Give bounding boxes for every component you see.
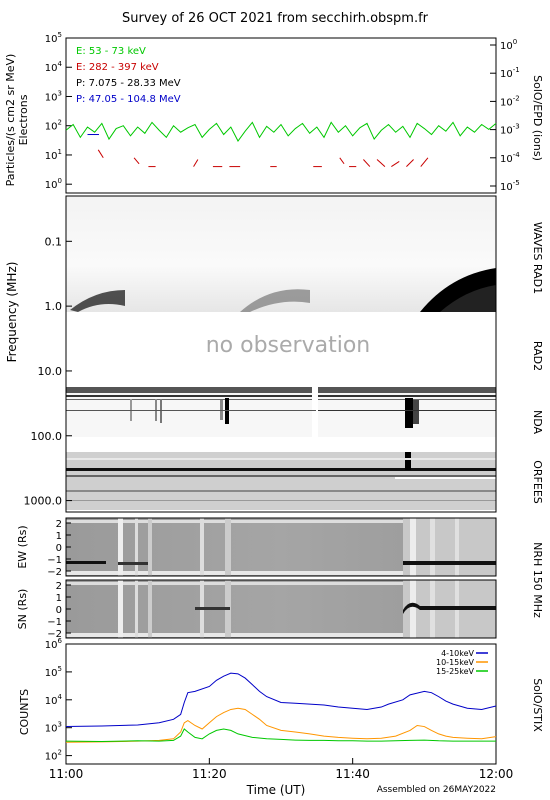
nrh-ew-ticks-label-2: 0 [56,543,62,554]
epd-right-tick-label-4: 10-1 [500,66,520,80]
epd-series-e-high-seg-1 [133,157,140,165]
epd-tick-label-4: 104 [45,60,63,74]
epd-right-tick-label-0: 10-5 [500,179,520,193]
epd-right-label: SolO/EPD (ions) [531,75,544,161]
epd-ylabel: Particles/(s cm2 sr MeV) [4,54,17,187]
nrh-ew-ticks-label-0: 2 [56,519,62,530]
radio-tick-label-4: 1000.0 [24,495,63,508]
figure-title: Survey of 26 OCT 2021 from secchirh.obsp… [122,11,429,26]
time-tick-label-1: 11:20 [192,767,227,781]
radio-tick-label-2: 10.0 [38,365,63,378]
epd-tick-label-2: 102 [45,119,62,133]
label-rad2: RAD2 [531,341,544,371]
stix-series-1 [65,707,497,743]
epd-series-e-high-seg-3 [193,159,199,167]
label-waves-rad1: WAVES RAD1 [531,222,544,294]
epd-series [65,121,497,168]
nrh-sn-ticks-label-2: 0 [56,605,62,616]
stix-tick-label-4: 106 [45,637,63,651]
epd-ylabel-electrons: Electrons [17,94,30,145]
epd-legend-p-low: P: 7.075 - 28.33 MeV [76,78,181,89]
epd-series-e-high-seg-8 [339,157,345,165]
nrh-sn-ticks-label-1: 1 [56,593,62,604]
nrh-sn-ticks: 210−1−2 [47,581,71,640]
epd-right-tick-label-2: 10-3 [500,123,520,137]
epd-tick-label-1: 101 [45,148,62,162]
nrh-ew-ticks-label-3: −1 [47,555,62,566]
stix-legend-15-25: 15-25keV [436,667,475,676]
epd-tick-label-3: 103 [45,89,62,103]
nrh-ew-ticks-label-4: −2 [47,567,62,578]
stix-tick-label-1: 103 [45,721,62,735]
orfees-spectrogram [66,452,496,510]
nrh-sn-ticks-label-0: 2 [56,581,62,592]
rad1-feature-2 [240,289,310,312]
stix-tick-label-2: 104 [45,693,63,707]
stix-ylabel: COUNTS [18,689,31,735]
stix-series-0 [65,672,497,728]
epd-series-e-low [65,121,497,142]
epd-legend-e-high: E: 282 - 397 keV [76,62,159,73]
epd-right-tick-label-3: 10-2 [500,94,520,108]
label-nda: NDA [531,410,544,435]
stix-ticks: 102 103 104 105 106 [45,637,72,763]
epd-legend-e-low: E: 53 - 73 keV [76,46,146,57]
assembled-note: Assembled on 26MAY2022 [377,785,496,795]
radio-ylabel: Frequency (MHz) [5,262,19,363]
rad1-feature-1 [70,290,125,312]
stix-tick-label-3: 105 [45,665,62,679]
time-tick-label-2: 11:40 [335,767,370,781]
radio-panel: no observation [5,195,544,513]
nrh-ew-ticks: 210−1−2 [47,519,71,578]
nrh-ew-ticks-label-1: 1 [56,531,62,542]
nrh-ew-ylabel: EW (Rs) [16,525,29,568]
rad1-burst-core [440,285,496,312]
radio-tick-label-0: 0.1 [45,235,63,248]
epd-series-e-high-seg-10 [363,159,371,167]
time-axis-label: Time (UT) [246,783,306,797]
label-nrh: NRH 150 MHz [531,542,544,618]
radio-tick-label-3: 100.0 [31,430,63,443]
epd-series-e-high-seg-14 [420,157,429,167]
rad2-spectrogram [66,312,496,387]
nrh-sn-image [66,580,496,638]
stix-series-2 [65,728,496,743]
nrh-sn-ticks-label-4: −2 [47,629,62,640]
time-tick-label-0: 11:00 [49,767,84,781]
epd-series-e-high-seg-11 [376,159,386,167]
label-stix: SolO/STIX [531,678,544,732]
stix-series [65,672,497,743]
stix-legend-4-10: 4-10keV [441,649,474,658]
radio-tick-label-1: 1.0 [45,300,63,313]
epd-tick-label-5: 105 [45,31,62,45]
epd-frame [65,37,497,194]
time-tick-label-3: 12:00 [479,767,514,781]
epd-series-e-high-seg-13 [406,159,414,167]
stix-tick-label-0: 102 [45,749,62,763]
stix-frame [65,643,497,765]
epd-ticks: 100 101 102 103 104 105 [45,31,72,191]
nrh-panel: 210−1−2 EW (Rs) 210−1−2 SN (Rs) NRH 150 … [16,517,544,640]
epd-right-tick-label-5: 100 [500,38,517,52]
nda-spectrogram [66,387,496,437]
epd-right-tick-label-1: 10-4 [500,151,520,165]
nrh-ew-image [66,518,496,576]
label-orfees: ORFEES [531,460,544,504]
stix-panel: 102 103 104 105 106 4-10keV 10-15keV 15-25ke… [18,637,544,765]
no-observation-text: no observation [206,333,371,358]
radio-ticks: 0.1 1.0 10.0 100.0 1000.0 [24,235,72,508]
time-axis: 11:00 11:20 11:40 12:00 [49,758,514,781]
nrh-sn-ylabel: SN (Rs) [16,589,29,630]
radio-frame [65,195,497,513]
epd-right-ticks: 10-5 10-4 10-3 10-2 10-1 100 [490,38,520,193]
nrh-sn-ticks-label-3: −1 [47,617,62,628]
epd-legend-p-high: P: 47.05 - 104.8 MeV [76,94,181,105]
epd-series-e-high-seg-0 [97,149,104,159]
epd-tick-label-0: 100 [45,177,62,191]
stix-legend-10-15: 10-15keV [436,658,475,667]
epd-series-e-high-seg-12 [391,161,400,168]
